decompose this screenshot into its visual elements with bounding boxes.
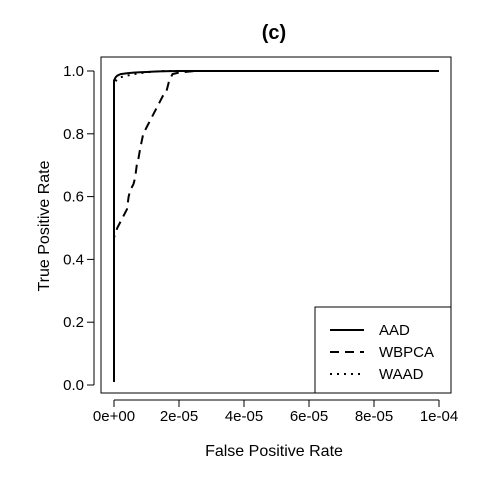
legend-label-wbpca: WBPCA [379, 344, 434, 361]
x-tick-label: 0e+00 [93, 408, 135, 425]
y-tick-label: 1.0 [63, 63, 84, 80]
legend-label-aad: AAD [379, 322, 410, 339]
y-axis-label: True Positive Rate [36, 160, 53, 291]
legend-box [314, 306, 452, 394]
legend-items: AAD WBPCA WAAD [330, 322, 434, 383]
x-tick-label: 6e-05 [290, 408, 328, 425]
y-tick-label: 0.4 [63, 251, 84, 268]
x-tick-label: 4e-05 [225, 408, 263, 425]
x-tick-label: 2e-05 [160, 408, 198, 425]
y-tick-label: 0.0 [63, 377, 84, 394]
legend-label-waad: WAAD [379, 366, 424, 383]
series-line-wbpca [113, 70, 439, 260]
y-tick-label: 0.8 [63, 126, 84, 143]
x-tick-label: 1e-04 [420, 408, 458, 425]
chart-title: (c) [262, 22, 286, 44]
y-tick-label: 0.2 [63, 314, 84, 331]
legend: AAD WBPCA WAAD [314, 306, 452, 394]
x-axis-label: False Positive Rate [205, 443, 343, 460]
y-tick-label: 0.6 [63, 189, 84, 206]
x-tick-label: 8e-05 [355, 408, 393, 425]
axes-layer: 0e+00 2e-05 4e-05 6e-05 8e-05 1e-04 0.0 0.2 0.4 0… [63, 56, 458, 425]
series-layer [113, 70, 439, 382]
plot-frame [100, 56, 452, 394]
